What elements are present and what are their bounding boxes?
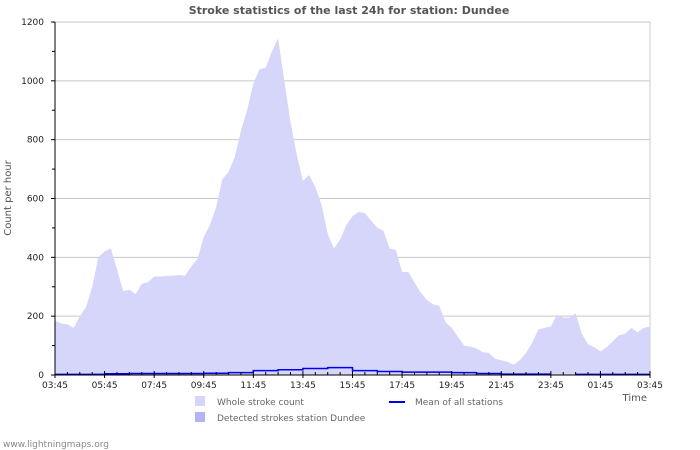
x-tick-label: 23:45 xyxy=(538,381,564,391)
area-whole-stroke-count xyxy=(55,38,650,375)
x-tick-label: 15:45 xyxy=(340,381,366,391)
x-tick-label: 19:45 xyxy=(439,381,465,391)
footer-credit: www.lightningmaps.org xyxy=(3,440,109,450)
y-tick-label: 0 xyxy=(38,371,44,381)
legend-label-whole: Whole stroke count xyxy=(217,398,304,408)
legend-label-mean: Mean of all stations xyxy=(415,398,503,408)
x-tick-label: 11:45 xyxy=(240,381,266,391)
legend-swatch-whole xyxy=(195,396,205,406)
chart-title: Stroke statistics of the last 24h for st… xyxy=(189,4,510,17)
x-tick-label: 01:45 xyxy=(587,381,613,391)
y-tick-label: 1200 xyxy=(21,18,44,28)
x-tick-label: 21:45 xyxy=(488,381,514,391)
x-axis-label: Time xyxy=(622,393,647,404)
legend-swatch-mean xyxy=(389,401,405,403)
x-tick-label: 03:45 xyxy=(637,381,663,391)
x-tick-label: 09:45 xyxy=(191,381,217,391)
y-tick-label: 600 xyxy=(27,195,44,205)
x-tick-label: 05:45 xyxy=(92,381,118,391)
x-tick-label: 17:45 xyxy=(389,381,415,391)
x-tick-label: 13:45 xyxy=(290,381,316,391)
x-tick-label: 03:45 xyxy=(42,381,68,391)
y-tick-label: 1000 xyxy=(21,77,44,87)
x-tick-label: 07:45 xyxy=(141,381,167,391)
y-tick-label: 200 xyxy=(27,312,44,322)
legend-label-detected: Detected strokes station Dundee xyxy=(217,414,366,424)
legend: Whole stroke count Detected strokes stat… xyxy=(195,396,503,424)
y-tick-label: 400 xyxy=(27,253,44,263)
legend-swatch-detected xyxy=(195,412,205,422)
y-tick-label: 800 xyxy=(27,136,44,146)
y-axis-label: Count per hour xyxy=(3,159,14,235)
